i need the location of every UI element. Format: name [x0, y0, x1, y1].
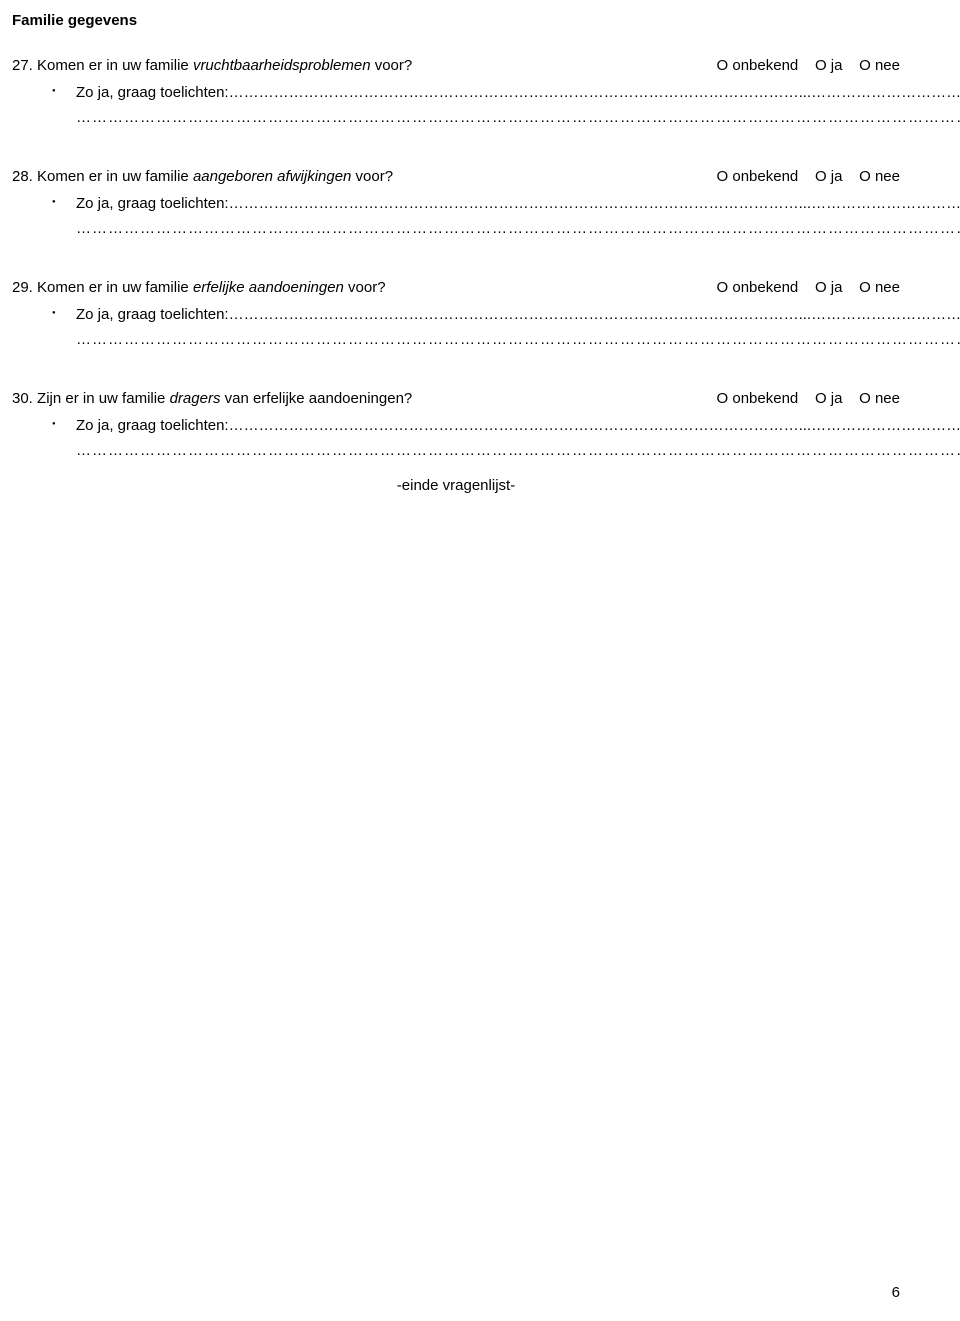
- option-yes[interactable]: O ja: [815, 57, 843, 74]
- question-text: Komen er in uw familie vruchtbaarheidspr…: [33, 57, 412, 74]
- dots-line: ……………………………………………………………………………………………………………: [12, 331, 900, 348]
- question-suffix: van erfelijke aandoeningen?: [220, 390, 412, 407]
- question-number: 27.: [12, 57, 33, 74]
- option-yes[interactable]: O ja: [815, 390, 843, 407]
- question-row: 27. Komen er in uw familie vruchtbaarhei…: [12, 57, 900, 74]
- option-no[interactable]: O nee: [859, 168, 900, 185]
- question-row: 29. Komen er in uw familie erfelijke aan…: [12, 279, 900, 296]
- option-yes[interactable]: O ja: [815, 168, 843, 185]
- question-suffix: voor?: [344, 279, 386, 296]
- question-prefix: Komen er in uw familie: [37, 57, 193, 74]
- question-italic: erfelijke aandoeningen: [193, 279, 344, 296]
- dots-line: ……………………………………………………………………………………………………………: [12, 220, 900, 237]
- options-group: O onbekend O ja O nee: [717, 57, 900, 74]
- question-prefix: Komen er in uw familie: [37, 279, 193, 296]
- bullet-label: Zo ja, graag toelichten:: [76, 417, 229, 434]
- question-29: 29. Komen er in uw familie erfelijke aan…: [12, 279, 900, 348]
- option-unknown[interactable]: O onbekend: [717, 390, 799, 407]
- question-suffix: voor?: [351, 168, 393, 185]
- question-text: Komen er in uw familie erfelijke aandoen…: [33, 279, 386, 296]
- question-italic: vruchtbaarheidsproblemen: [193, 57, 371, 74]
- bullet-row: Zo ja, graag toelichten:……………………………………………: [12, 84, 900, 101]
- option-unknown[interactable]: O onbekend: [717, 168, 799, 185]
- bullet-row: Zo ja, graag toelichten:……………………………………………: [12, 306, 900, 323]
- question-number: 29.: [12, 279, 33, 296]
- question-number: 30.: [12, 390, 33, 407]
- question-row: 28. Komen er in uw familie aangeboren af…: [12, 168, 900, 185]
- bullet-label: Zo ja, graag toelichten:: [76, 195, 229, 212]
- dots-line: ……………………………………………………………………………………………………………: [12, 442, 900, 459]
- question-prefix: Zijn er in uw familie: [37, 390, 170, 407]
- bullet-label: Zo ja, graag toelichten:: [76, 84, 229, 101]
- options-group: O onbekend O ja O nee: [717, 390, 900, 407]
- question-text: Zijn er in uw familie dragers van erfeli…: [33, 390, 412, 407]
- bullet-label: Zo ja, graag toelichten:: [76, 306, 229, 323]
- dots-line: ……………………………………………………………………………………………………………: [12, 109, 900, 126]
- bullet-row: Zo ja, graag toelichten:……………………………………………: [12, 195, 900, 212]
- question-text: Komen er in uw familie aangeboren afwijk…: [33, 168, 393, 185]
- section-title: Familie gegevens: [12, 12, 900, 29]
- option-unknown[interactable]: O onbekend: [717, 279, 799, 296]
- option-unknown[interactable]: O onbekend: [717, 57, 799, 74]
- option-no[interactable]: O nee: [859, 390, 900, 407]
- question-italic: dragers: [170, 390, 221, 407]
- end-of-questionnaire: -einde vragenlijst-: [12, 477, 900, 494]
- question-prefix: Komen er in uw familie: [37, 168, 193, 185]
- question-30: 30. Zijn er in uw familie dragers van er…: [12, 390, 900, 459]
- dots-inline: ……………………………………………………………………………………………………..…: [229, 195, 960, 212]
- bullet-icon: [52, 196, 76, 211]
- question-suffix: voor?: [371, 57, 413, 74]
- bullet-row: Zo ja, graag toelichten:……………………………………………: [12, 417, 900, 434]
- question-row: 30. Zijn er in uw familie dragers van er…: [12, 390, 900, 407]
- options-group: O onbekend O ja O nee: [717, 279, 900, 296]
- question-28: 28. Komen er in uw familie aangeboren af…: [12, 168, 900, 237]
- bullet-icon: [52, 307, 76, 322]
- bullet-icon: [52, 418, 76, 433]
- bullet-icon: [52, 85, 76, 100]
- question-italic: aangeboren afwijkingen: [193, 168, 351, 185]
- page-number: 6: [892, 1284, 900, 1301]
- dots-inline: ……………………………………………………………………………………………………..…: [229, 417, 960, 434]
- dots-inline: ……………………………………………………………………………………………………..…: [229, 306, 960, 323]
- options-group: O onbekend O ja O nee: [717, 168, 900, 185]
- option-no[interactable]: O nee: [859, 57, 900, 74]
- option-yes[interactable]: O ja: [815, 279, 843, 296]
- question-number: 28.: [12, 168, 33, 185]
- question-27: 27. Komen er in uw familie vruchtbaarhei…: [12, 57, 900, 126]
- dots-inline: ……………………………………………………………………………………………………..…: [229, 84, 960, 101]
- option-no[interactable]: O nee: [859, 279, 900, 296]
